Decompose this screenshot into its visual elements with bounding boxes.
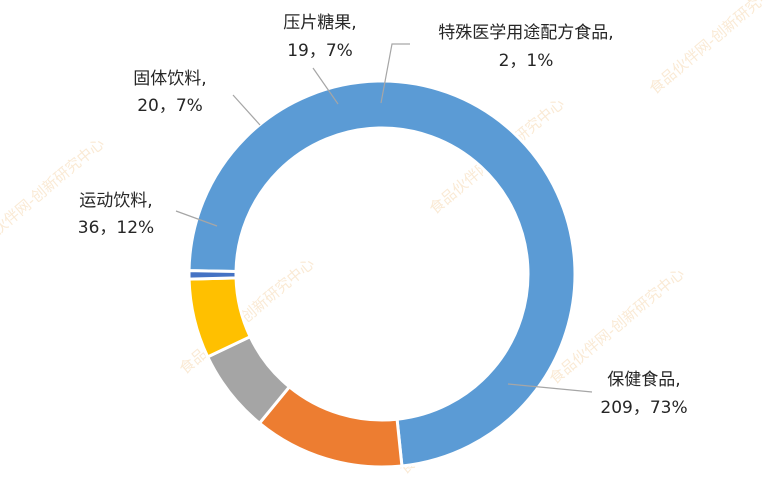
slice-label-name-4: 特殊医学用途配方食品, [438, 23, 613, 43]
slice-0 [187, 79, 577, 468]
slice-label-name-3: 压片糖果, [283, 13, 356, 33]
slice-4 [187, 269, 238, 281]
slice-label-value-0: 209，73% [600, 398, 687, 418]
leader-line-0 [507, 383, 593, 393]
slice-label-value-1: 36，12% [78, 218, 154, 238]
slice-label-name-0: 保健食品, [607, 370, 680, 390]
slice-label-value-4: 2，1% [499, 51, 554, 71]
slices-layer [187, 79, 577, 469]
leader-line-2 [232, 94, 261, 126]
slice-label-value-2: 20，7% [137, 96, 203, 116]
slice-label-name-1: 运动饮料, [79, 191, 152, 211]
leader-line-1 [175, 210, 218, 227]
watermark-text: 食品伙伴网-创新研究中心 [646, 0, 767, 98]
leader-lines-layer [175, 43, 593, 393]
slice-label-value-3: 19，7% [287, 41, 353, 61]
leader-line-4 [380, 43, 410, 104]
slice-label-name-2: 固体饮料, [133, 69, 206, 89]
labels-layer: 保健食品, 209，73% 运动饮料, 36，12% 固体饮料, 20，7% 压片糖果, 19… [78, 13, 688, 418]
leader-line-3 [312, 67, 339, 105]
